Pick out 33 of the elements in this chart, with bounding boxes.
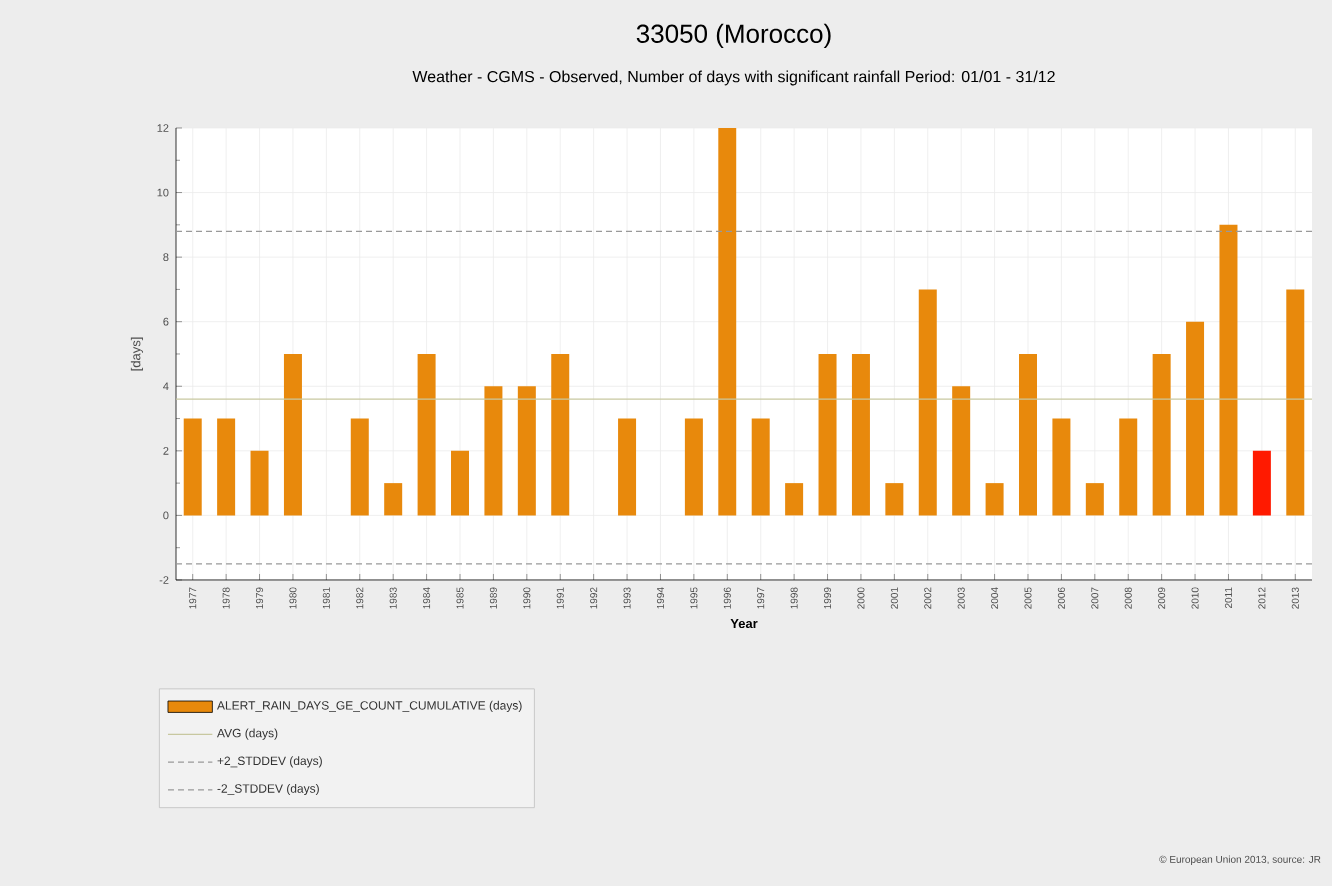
bar — [918, 289, 937, 516]
bar — [1152, 353, 1171, 516]
bar — [1219, 224, 1238, 516]
bar — [283, 353, 302, 516]
bar — [818, 353, 837, 516]
bar — [751, 418, 770, 516]
bar — [183, 418, 202, 516]
bar — [250, 450, 269, 516]
bar — [1252, 450, 1271, 516]
bar — [618, 418, 637, 516]
bar — [985, 483, 1004, 516]
bar — [1052, 418, 1071, 516]
bar — [217, 418, 236, 516]
bar — [1085, 483, 1104, 516]
bar — [417, 353, 436, 516]
bar — [451, 450, 470, 516]
bar — [551, 353, 570, 516]
bar — [517, 386, 536, 516]
chart-title: 33050 (Morocco) — [636, 23, 831, 49]
chart-subtitle: Weather - CGMS - Observed, Number of days with significant rainfall Period: 01/01 - 31/12 — [412, 70, 1055, 86]
bar — [1186, 321, 1205, 516]
bar — [885, 483, 904, 516]
bar — [1119, 418, 1138, 516]
bar — [484, 386, 503, 516]
bar — [785, 483, 804, 516]
bar — [851, 353, 870, 516]
bar — [1019, 353, 1037, 516]
bar — [718, 127, 737, 516]
bar — [952, 386, 971, 516]
bar — [350, 418, 369, 516]
bar — [684, 418, 703, 516]
bar — [1286, 289, 1305, 516]
bar — [384, 483, 403, 516]
